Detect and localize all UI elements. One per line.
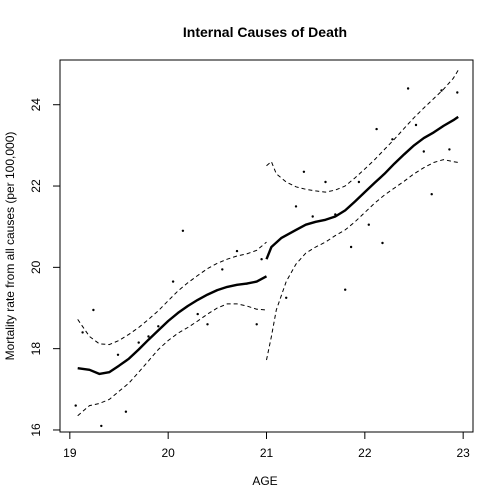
confidence-band-line	[77, 303, 267, 417]
data-point	[260, 258, 263, 261]
confidence-band-line	[77, 241, 267, 346]
y-tick-label: 18	[29, 342, 43, 356]
chart-title: Internal Causes of Death	[183, 24, 347, 40]
y-axis-label: Mortality rate from all causes (per 100,…	[3, 132, 17, 361]
data-point	[430, 193, 433, 196]
y-tick-label: 20	[29, 260, 43, 274]
data-point	[124, 410, 128, 413]
fitted-line	[265, 115, 459, 260]
data-point	[255, 323, 258, 326]
y-tick-label: 24	[29, 98, 43, 112]
data-point	[100, 424, 103, 428]
data-point	[221, 268, 224, 271]
data-point	[206, 323, 209, 326]
data-point	[422, 150, 425, 153]
data-point	[391, 138, 394, 141]
smooth-lines	[77, 69, 459, 417]
x-tick-label: 23	[456, 446, 470, 460]
data-point	[171, 280, 175, 283]
y-tick-label: 22	[29, 179, 43, 193]
x-tick-label: 19	[63, 446, 77, 460]
data-point	[245, 282, 248, 285]
data-point	[92, 308, 95, 312]
data-point	[448, 148, 451, 151]
data-point	[406, 87, 410, 90]
x-tick-label: 21	[260, 446, 274, 460]
data-point	[311, 215, 314, 218]
data-point	[381, 241, 384, 245]
confidence-band-line	[266, 69, 459, 193]
data-point	[196, 312, 199, 316]
y-axis: 16 18 20 22 24	[29, 98, 60, 437]
data-point	[302, 170, 306, 173]
data-point	[367, 223, 370, 226]
y-tick-label: 16	[29, 423, 43, 437]
x-tick-label: 22	[358, 446, 372, 460]
data-point	[147, 335, 150, 338]
data-point	[116, 353, 120, 356]
data-point	[414, 123, 418, 127]
data-point	[81, 331, 84, 334]
data-point	[375, 127, 378, 131]
x-axis-label: AGE	[252, 474, 277, 488]
data-point	[157, 325, 160, 328]
data-point	[235, 249, 239, 253]
data-point	[344, 288, 347, 291]
scatter-points	[74, 87, 459, 428]
x-axis: 19 20 21 22 23	[63, 432, 470, 460]
data-point	[181, 229, 185, 232]
data-point	[357, 180, 361, 184]
data-point	[334, 213, 337, 216]
data-point	[456, 91, 459, 94]
data-point	[440, 89, 443, 92]
data-point	[294, 205, 298, 208]
data-point	[324, 180, 327, 184]
data-point	[285, 296, 288, 299]
plot-frame	[59, 59, 474, 433]
data-point	[349, 245, 353, 249]
fitted-line	[77, 275, 268, 376]
data-point	[137, 341, 140, 344]
confidence-band-line	[266, 159, 459, 361]
data-point	[74, 404, 77, 407]
x-tick-label: 20	[161, 446, 175, 460]
